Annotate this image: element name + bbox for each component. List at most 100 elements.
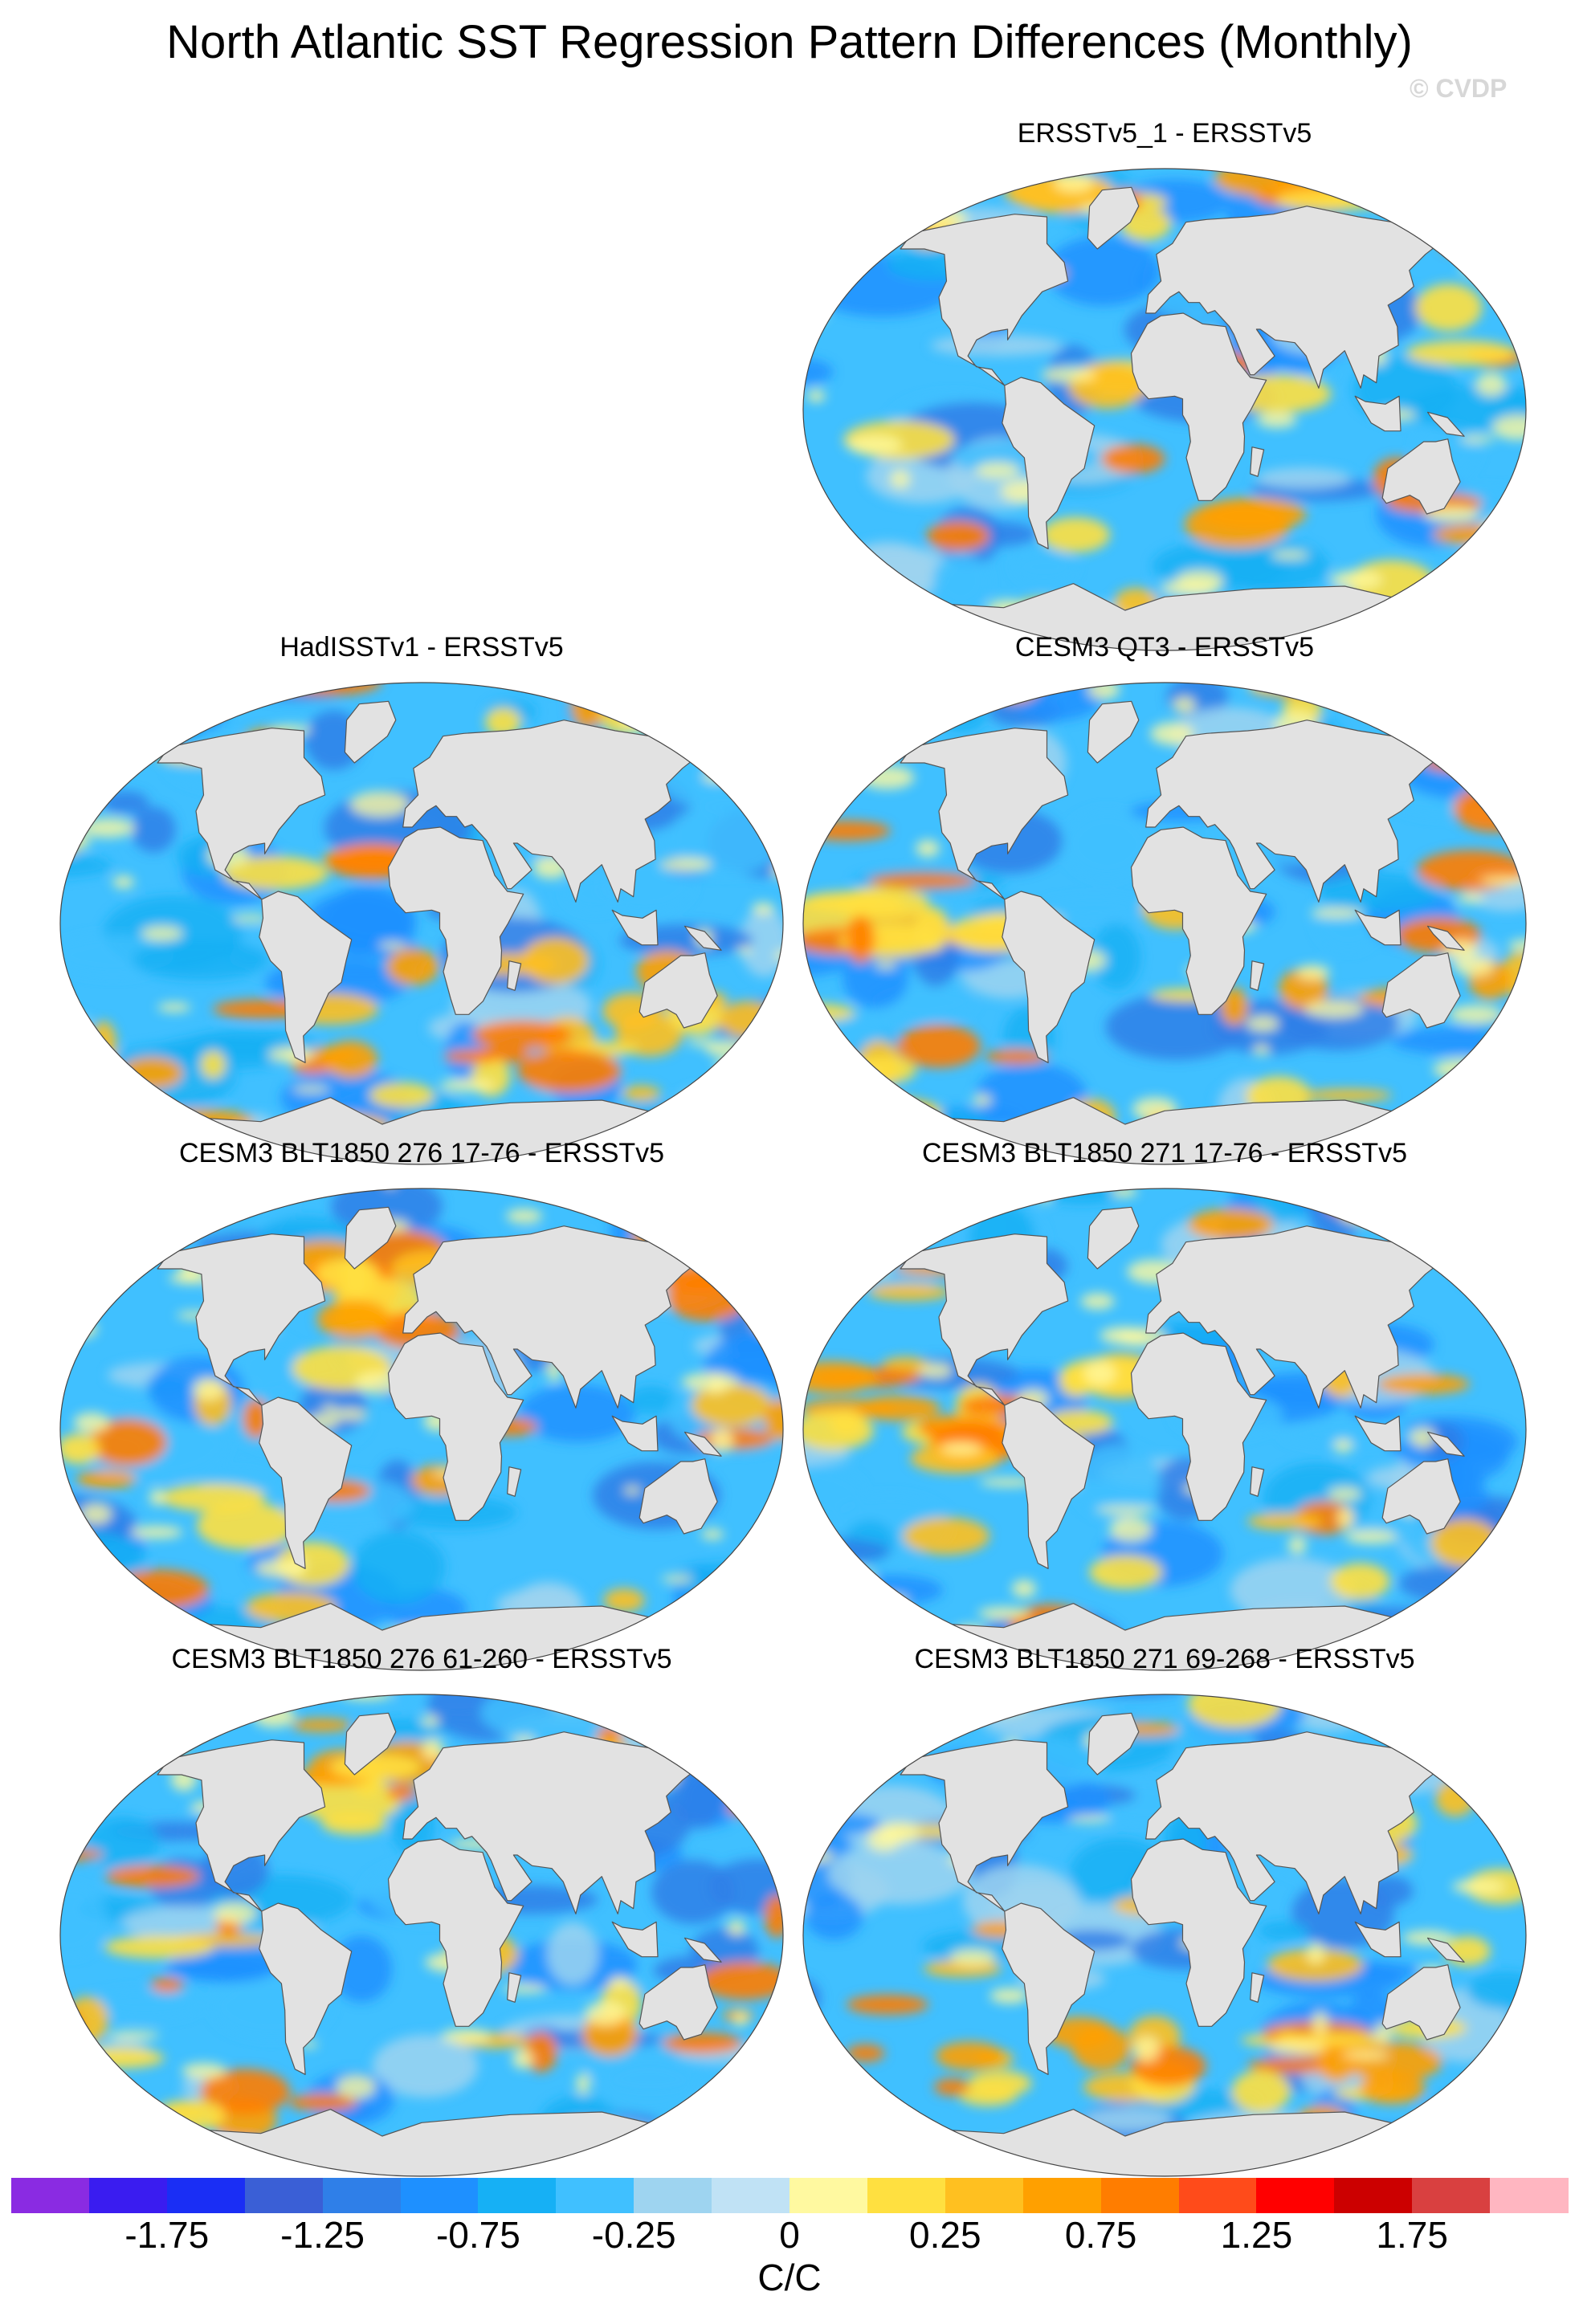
africa-landmass: [1130, 312, 1267, 501]
colorbar-box: [322, 2178, 402, 2213]
antarctica-landmass: [915, 583, 1414, 650]
colorbar-tick-label: 1.25: [1220, 2214, 1293, 2256]
colorbar-box: [945, 2178, 1024, 2213]
land-masses: [900, 1712, 1465, 2176]
map-border: [802, 168, 1527, 651]
colorbar: [11, 2178, 1569, 2213]
colorbar-tick-label: 1.75: [1376, 2214, 1448, 2256]
australia-landmass: [639, 952, 718, 1029]
panel-cesm3-blt1850-276-17-76: CESM3 BLT1850 276 17-76 - ERSSTv5: [52, 1136, 791, 1682]
borneo-sumatra-landmass: [611, 1921, 659, 1958]
greenland-landmass: [1087, 700, 1140, 764]
eurasia-landmass: [1145, 1225, 1440, 1409]
north-america-landmass: [900, 728, 1069, 900]
antarctica-landmass: [915, 2109, 1414, 2176]
antarctica-landmass: [172, 1097, 671, 1164]
cvdp-watermark: © CVDP: [1410, 74, 1508, 103]
australia-landmass: [639, 1964, 718, 2041]
madagascar-landmass: [1250, 960, 1265, 991]
panel-cesm3-blt1850-271-17-76: CESM3 BLT1850 271 17-76 - ERSSTv5: [795, 1136, 1534, 1682]
panel-title: HadISSTv1 - ERSSTv5: [279, 632, 564, 663]
greenland-landmass: [344, 700, 397, 764]
map-border: [802, 1694, 1527, 2177]
north-america-landmass: [157, 1233, 326, 1406]
greenland-landmass: [1087, 1206, 1140, 1270]
borneo-sumatra-landmass: [1354, 909, 1402, 946]
colorbar-box: [1178, 2178, 1257, 2213]
africa-landmass: [1130, 826, 1267, 1015]
antarctica-landmass: [915, 1097, 1414, 1164]
panel-title: CESM3 BLT1850 276 17-76 - ERSSTv5: [178, 1138, 665, 1168]
new-guinea-landmass: [1426, 411, 1465, 437]
colorbar-box: [867, 2178, 946, 2213]
colorbar-box: [1490, 2178, 1569, 2213]
colorbar-box: [556, 2178, 634, 2213]
colorbar-box: [11, 2178, 90, 2213]
greenland-landmass: [344, 1206, 397, 1270]
africa-landmass: [1130, 1332, 1267, 1521]
colorbar-tick-label: -0.25: [591, 2214, 676, 2256]
new-guinea-landmass: [1426, 1937, 1465, 1963]
australia-landmass: [639, 1458, 718, 1535]
madagascar-landmass: [507, 960, 522, 991]
colorbar-box: [478, 2178, 557, 2213]
colorbar-tick-label: -1.25: [280, 2214, 365, 2256]
australia-landmass: [1381, 1964, 1461, 2041]
panel-cesm3-blt1850-271-69-268: CESM3 BLT1850 271 69-268 - ERSSTv5: [795, 1642, 1534, 2188]
greenland-landmass: [1087, 186, 1140, 250]
borneo-sumatra-landmass: [611, 909, 659, 946]
colorbar-units: C/C: [757, 2257, 822, 2298]
world-map: [59, 1188, 784, 1671]
world-map: [802, 168, 1527, 651]
madagascar-landmass: [1250, 1972, 1265, 2003]
panel-hadisstv1: HadISSTv1 - ERSSTv5: [52, 630, 791, 1176]
map-border: [802, 1188, 1527, 1671]
colorbar-box: [790, 2178, 868, 2213]
new-guinea-landmass: [1426, 1431, 1465, 1457]
madagascar-landmass: [1250, 446, 1265, 477]
colorbar-box: [244, 2178, 324, 2213]
colorbar-tick-label: 0.75: [1064, 2214, 1137, 2256]
colorbar-box: [712, 2178, 790, 2213]
antarctica-landmass: [172, 1603, 671, 1670]
eurasia-landmass: [1145, 720, 1440, 903]
colorbar-box: [400, 2178, 479, 2213]
south-america-landmass: [1002, 377, 1096, 549]
africa-landmass: [387, 1332, 524, 1521]
world-map: [802, 682, 1527, 1165]
new-guinea-landmass: [1426, 925, 1465, 951]
eurasia-landmass: [1145, 206, 1440, 389]
map-border: [59, 1694, 784, 2177]
africa-landmass: [1130, 1838, 1267, 2027]
australia-landmass: [1381, 952, 1461, 1029]
land-masses: [900, 186, 1465, 650]
new-guinea-landmass: [683, 1431, 722, 1457]
africa-landmass: [387, 826, 524, 1015]
panel-cesm3-qt3: CESM3 QT3 - ERSSTv5: [795, 630, 1534, 1176]
new-guinea-landmass: [683, 925, 722, 951]
south-america-landmass: [1002, 1902, 1096, 2075]
south-america-landmass: [259, 1902, 353, 2075]
north-america-landmass: [900, 1739, 1069, 1912]
map-border: [59, 682, 784, 1165]
madagascar-landmass: [507, 1466, 522, 1497]
colorbar-box: [1334, 2178, 1413, 2213]
north-america-landmass: [157, 1739, 326, 1912]
panel-title: CESM3 BLT1850 276 61-260 - ERSSTv5: [171, 1644, 672, 1674]
world-map: [59, 682, 784, 1165]
colorbar-box: [166, 2178, 246, 2213]
map-border: [802, 682, 1527, 1165]
map-border: [59, 1188, 784, 1671]
land-masses: [900, 1206, 1465, 1670]
colorbar-box: [1256, 2178, 1335, 2213]
greenland-landmass: [344, 1712, 397, 1776]
south-america-landmass: [259, 891, 353, 1063]
north-america-landmass: [157, 728, 326, 900]
colorbar-tick-label: -1.75: [124, 2214, 210, 2256]
land-masses: [157, 1712, 722, 2176]
south-america-landmass: [1002, 891, 1096, 1063]
colorbar-box: [1412, 2178, 1491, 2213]
panel-title: CESM3 BLT1850 271 69-268 - ERSSTv5: [914, 1644, 1415, 1674]
greenland-landmass: [1087, 1712, 1140, 1776]
madagascar-landmass: [1250, 1466, 1265, 1497]
